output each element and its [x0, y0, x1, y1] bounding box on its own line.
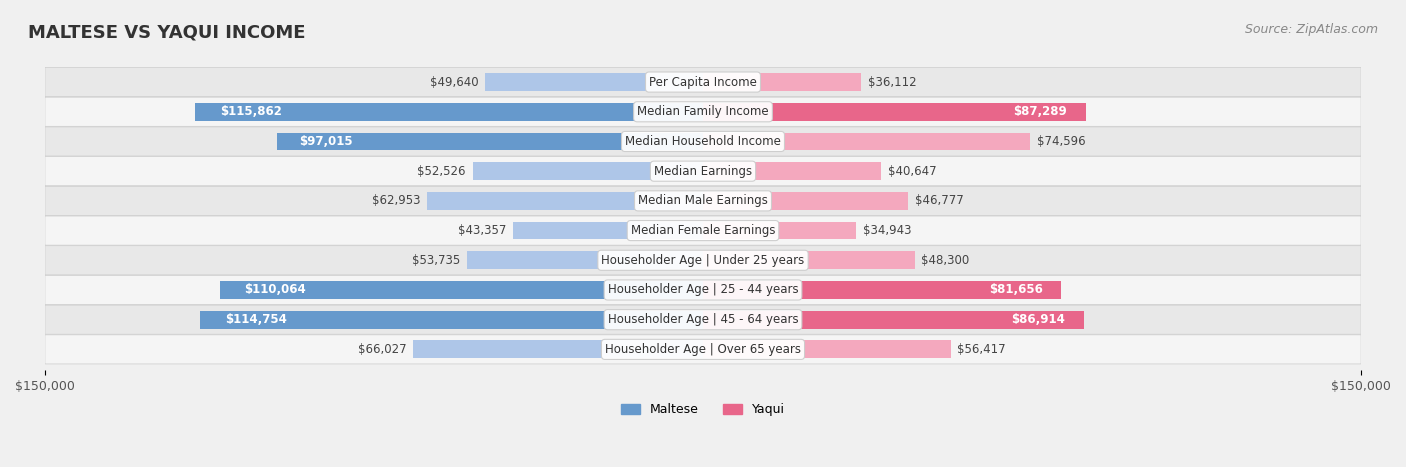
- Text: Householder Age | Over 65 years: Householder Age | Over 65 years: [605, 343, 801, 356]
- Text: $34,943: $34,943: [863, 224, 911, 237]
- Text: $43,357: $43,357: [458, 224, 506, 237]
- Bar: [703, 133, 1031, 150]
- Bar: [277, 133, 703, 150]
- Bar: [472, 162, 703, 180]
- FancyBboxPatch shape: [45, 305, 1361, 334]
- Text: Per Capita Income: Per Capita Income: [650, 76, 756, 89]
- Text: $86,914: $86,914: [1011, 313, 1066, 326]
- Bar: [221, 281, 703, 299]
- Text: $52,526: $52,526: [418, 165, 465, 177]
- Text: $46,777: $46,777: [915, 194, 963, 207]
- Text: $48,300: $48,300: [921, 254, 970, 267]
- FancyBboxPatch shape: [45, 276, 1361, 304]
- Text: Median Male Earnings: Median Male Earnings: [638, 194, 768, 207]
- Text: $81,656: $81,656: [990, 283, 1043, 297]
- Text: $110,064: $110,064: [245, 283, 307, 297]
- Bar: [485, 73, 703, 91]
- FancyBboxPatch shape: [45, 246, 1361, 275]
- Legend: Maltese, Yaqui: Maltese, Yaqui: [616, 398, 790, 421]
- Bar: [513, 222, 703, 240]
- Bar: [467, 251, 703, 269]
- Text: $87,289: $87,289: [1014, 105, 1067, 118]
- Text: $66,027: $66,027: [359, 343, 406, 356]
- Text: MALTESE VS YAQUI INCOME: MALTESE VS YAQUI INCOME: [28, 23, 305, 42]
- Bar: [703, 251, 915, 269]
- Bar: [703, 311, 1084, 329]
- Text: $97,015: $97,015: [298, 135, 353, 148]
- Bar: [194, 103, 703, 120]
- Bar: [200, 311, 703, 329]
- Text: $115,862: $115,862: [221, 105, 283, 118]
- Text: $62,953: $62,953: [371, 194, 420, 207]
- Text: $74,596: $74,596: [1036, 135, 1085, 148]
- FancyBboxPatch shape: [45, 68, 1361, 97]
- Text: Median Household Income: Median Household Income: [626, 135, 780, 148]
- Text: $36,112: $36,112: [868, 76, 917, 89]
- Bar: [703, 162, 882, 180]
- FancyBboxPatch shape: [45, 127, 1361, 156]
- FancyBboxPatch shape: [45, 156, 1361, 186]
- FancyBboxPatch shape: [45, 97, 1361, 126]
- FancyBboxPatch shape: [45, 216, 1361, 245]
- Text: $40,647: $40,647: [889, 165, 936, 177]
- Text: Median Female Earnings: Median Female Earnings: [631, 224, 775, 237]
- Text: $53,735: $53,735: [412, 254, 461, 267]
- Text: Source: ZipAtlas.com: Source: ZipAtlas.com: [1244, 23, 1378, 36]
- Text: $49,640: $49,640: [430, 76, 478, 89]
- Bar: [703, 281, 1062, 299]
- Bar: [703, 222, 856, 240]
- Text: Median Family Income: Median Family Income: [637, 105, 769, 118]
- Bar: [427, 192, 703, 210]
- FancyBboxPatch shape: [45, 335, 1361, 364]
- Bar: [703, 340, 950, 358]
- Text: $56,417: $56,417: [957, 343, 1005, 356]
- Text: Median Earnings: Median Earnings: [654, 165, 752, 177]
- Bar: [413, 340, 703, 358]
- Text: Householder Age | 25 - 44 years: Householder Age | 25 - 44 years: [607, 283, 799, 297]
- Text: $114,754: $114,754: [225, 313, 287, 326]
- Text: Householder Age | Under 25 years: Householder Age | Under 25 years: [602, 254, 804, 267]
- Text: Householder Age | 45 - 64 years: Householder Age | 45 - 64 years: [607, 313, 799, 326]
- Bar: [703, 192, 908, 210]
- Bar: [703, 103, 1085, 120]
- FancyBboxPatch shape: [45, 186, 1361, 215]
- Bar: [703, 73, 862, 91]
